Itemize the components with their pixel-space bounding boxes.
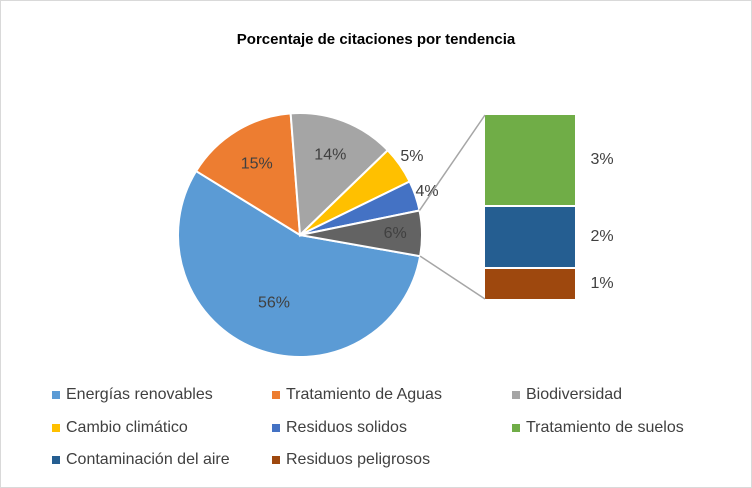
data-label: 3% [590, 151, 613, 168]
chart-title: Porcentaje de citaciones por tendencia [237, 31, 516, 48]
legend-swatch [512, 391, 520, 399]
data-label: 1% [590, 275, 613, 292]
connector-line [419, 255, 486, 300]
legend-swatch [272, 391, 280, 399]
legend-label: Biodiversidad [526, 386, 622, 403]
legend-label: Residuos solidos [286, 419, 407, 436]
legend-label: Cambio climático [66, 419, 188, 436]
data-label: 6% [384, 225, 407, 242]
legend-swatch [512, 424, 520, 432]
legend-label: Energías renovables [66, 386, 213, 403]
legend-swatch [272, 424, 280, 432]
legend-swatch [52, 391, 60, 399]
data-label: 4% [415, 183, 438, 200]
legend-label: Tratamiento de Aguas [286, 386, 442, 403]
legend-swatch [52, 424, 60, 432]
legend-swatch [272, 456, 280, 464]
bar-segment [485, 207, 575, 267]
connector-line [418, 114, 486, 211]
data-label: 14% [314, 146, 346, 163]
pie-slice [194, 112, 302, 237]
bar-segment [485, 115, 575, 205]
data-label: 5% [400, 148, 423, 165]
legend-label: Tratamiento de suelos [526, 419, 684, 436]
legend-label: Residuos peligrosos [286, 451, 430, 468]
pie-slice [299, 209, 423, 258]
data-label: 15% [241, 155, 273, 172]
pie-slice [177, 169, 422, 358]
bar-segment [485, 269, 575, 299]
legend-label: Contaminación del aire [66, 451, 230, 468]
data-label: 56% [258, 295, 290, 312]
legend-swatch [52, 456, 60, 464]
pie-slice [289, 112, 390, 238]
data-label: 2% [590, 228, 613, 245]
